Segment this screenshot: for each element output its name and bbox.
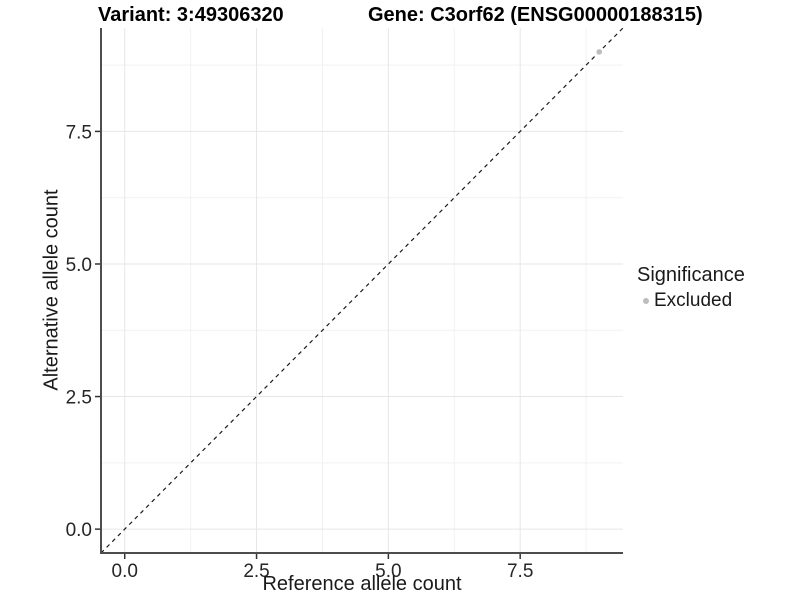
- legend: Significance Excluded: [637, 263, 745, 312]
- legend-item-label: Excluded: [654, 290, 733, 311]
- data-point-excluded: [596, 49, 603, 55]
- y-tick-label: 7.5: [66, 122, 92, 143]
- plot-title-variant: Variant: 3:49306320: [98, 4, 284, 26]
- x-tick-label: 2.5: [243, 561, 269, 582]
- y-tick-label: 5.0: [66, 255, 92, 276]
- x-tick-label: 0.0: [112, 561, 138, 582]
- x-tick-label: 5.0: [375, 561, 401, 582]
- legend-title: Significance: [637, 264, 745, 286]
- legend-item-excluded: Excluded: [637, 290, 745, 312]
- plot-title-gene: Gene: C3orf62 (ENSG00000188315): [368, 4, 703, 26]
- y-tick-label: 0.0: [66, 520, 92, 541]
- identity-line: [100, 27, 624, 554]
- y-axis-title: Alternative allele count: [40, 189, 63, 391]
- x-axis-title: Reference allele count: [262, 573, 462, 595]
- legend-point-icon: [643, 298, 649, 304]
- x-tick-label: 7.5: [507, 561, 533, 582]
- y-tick-label: 2.5: [66, 388, 92, 409]
